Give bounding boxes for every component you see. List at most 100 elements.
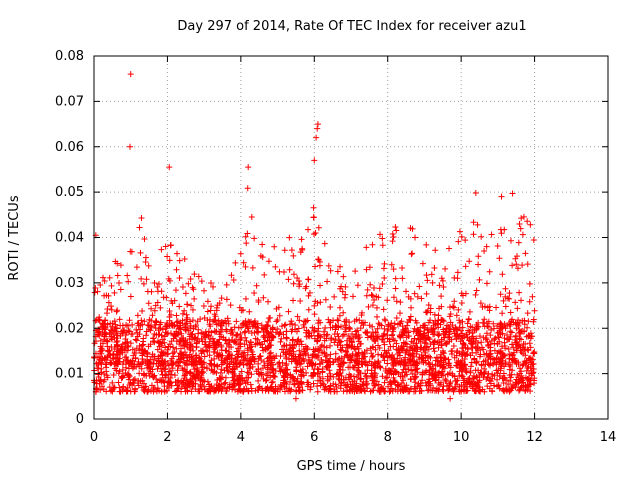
data-point [293, 366, 300, 373]
data-point [144, 360, 151, 367]
data-point [108, 306, 115, 313]
data-point [201, 331, 208, 338]
data-point [330, 373, 337, 380]
data-point [425, 359, 432, 366]
data-point [369, 352, 376, 359]
data-point [325, 262, 332, 269]
data-point [275, 331, 282, 338]
data-point [240, 307, 247, 314]
data-point [294, 275, 301, 282]
data-point [469, 333, 476, 340]
data-point [527, 344, 534, 351]
data-point [487, 332, 494, 339]
data-point [378, 352, 385, 359]
data-point [435, 388, 442, 395]
data-point [454, 377, 461, 384]
data-point [305, 292, 312, 299]
data-point [326, 367, 333, 374]
data-point [461, 356, 468, 363]
data-point [170, 323, 177, 330]
data-point [463, 369, 470, 376]
data-point [129, 321, 136, 328]
data-point [484, 374, 491, 381]
data-point [314, 121, 321, 128]
data-point [277, 367, 284, 374]
data-point [397, 310, 404, 317]
data-point [369, 329, 376, 336]
data-point [272, 263, 279, 270]
data-point [500, 374, 507, 381]
data-point [454, 332, 461, 339]
data-point [508, 329, 515, 336]
x-tick-label: 12 [526, 430, 543, 445]
data-point [488, 326, 495, 333]
data-point [362, 361, 369, 368]
data-point [114, 354, 121, 361]
data-point [190, 362, 197, 369]
data-point [439, 369, 446, 376]
data-point [421, 340, 428, 347]
data-point [332, 350, 339, 357]
data-point [494, 376, 501, 383]
data-point [381, 379, 388, 386]
data-point [384, 297, 391, 304]
data-point [467, 352, 474, 359]
data-point [296, 387, 303, 394]
data-point [109, 323, 116, 330]
data-point [507, 377, 514, 384]
data-point [210, 344, 217, 351]
data-point [244, 360, 251, 367]
data-point [228, 272, 235, 279]
data-point [457, 359, 464, 366]
data-point [527, 376, 534, 383]
data-point [442, 331, 449, 338]
data-point [173, 266, 180, 273]
data-point [423, 272, 430, 279]
data-point [145, 322, 152, 329]
data-point [465, 327, 472, 334]
data-point [117, 262, 124, 269]
data-point [374, 333, 381, 340]
data-point [114, 351, 121, 358]
data-point [98, 347, 105, 354]
data-point [466, 308, 473, 315]
data-point [228, 381, 235, 388]
data-point [475, 261, 482, 268]
data-point [107, 352, 114, 359]
data-point [430, 365, 437, 372]
data-point [495, 358, 502, 365]
x-tick-labels: 0 2 4 6 8 10 12 14 [90, 430, 616, 445]
data-point [509, 341, 516, 348]
data-point [500, 370, 507, 377]
data-point [403, 288, 410, 295]
data-point [256, 383, 263, 390]
data-point [435, 312, 442, 319]
data-point [196, 354, 203, 361]
data-point [296, 347, 303, 354]
data-point [228, 344, 235, 351]
data-point [204, 298, 211, 305]
data-point [229, 328, 236, 335]
data-point [253, 368, 260, 375]
data-point [113, 367, 120, 374]
data-point [451, 304, 458, 311]
data-point [303, 283, 310, 290]
data-point [352, 357, 359, 364]
data-point [435, 374, 442, 381]
data-point [425, 334, 432, 341]
data-point [399, 386, 406, 393]
data-point [232, 259, 239, 266]
data-point [337, 346, 344, 353]
data-point [288, 247, 295, 254]
data-point [335, 333, 342, 340]
data-point [299, 245, 306, 252]
data-point [174, 250, 181, 257]
data-point [103, 361, 110, 368]
data-point [103, 338, 110, 345]
data-point [149, 366, 156, 373]
data-point [122, 335, 129, 342]
data-point [182, 320, 189, 327]
data-point [162, 243, 169, 250]
data-point [509, 262, 516, 269]
data-point [225, 368, 232, 375]
